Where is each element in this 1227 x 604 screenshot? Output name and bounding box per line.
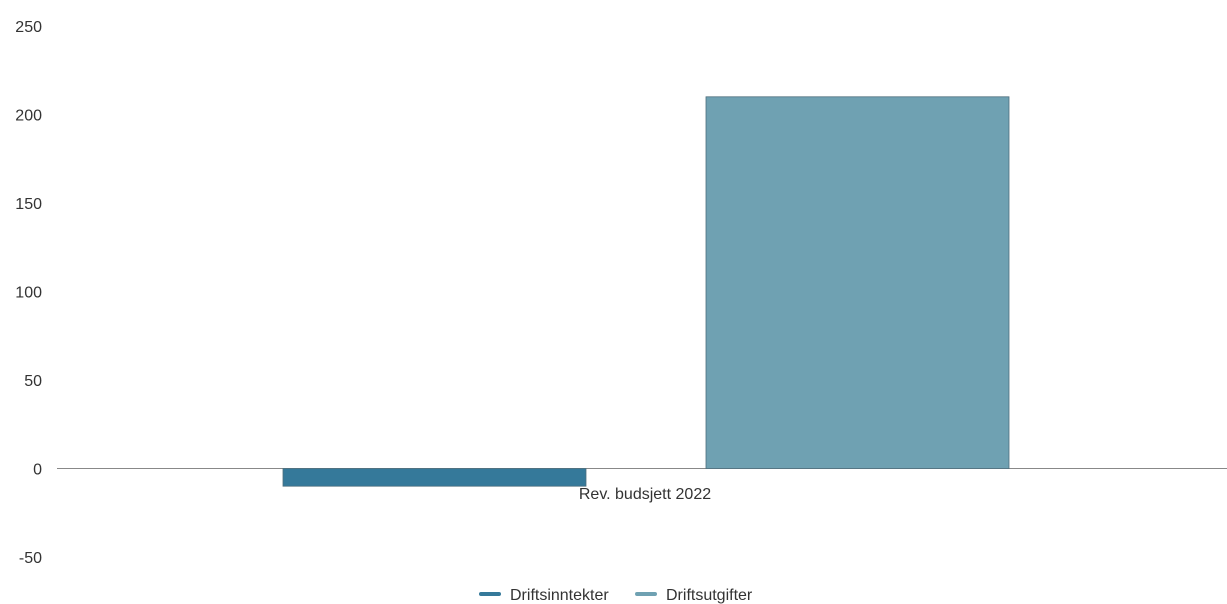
y-tick-label: 250 (15, 19, 42, 36)
y-tick-label: 150 (15, 196, 42, 213)
y-tick-label: -50 (19, 550, 42, 567)
legend-label-driftsinntekter: Driftsinntekter (510, 587, 609, 604)
y-tick-label: 100 (15, 285, 42, 302)
y-axis: 250 200 150 100 50 0 -50 (15, 19, 42, 567)
y-tick-label: 50 (24, 373, 42, 390)
category-label: Rev. budsjett 2022 (579, 486, 711, 503)
legend-item-driftsutgifter[interactable]: Driftsutgifter (635, 587, 753, 604)
y-tick-label: 200 (15, 108, 42, 125)
legend-item-driftsinntekter[interactable]: Driftsinntekter (479, 587, 609, 604)
legend-label-driftsutgifter: Driftsutgifter (666, 587, 753, 604)
legend: Driftsinntekter Driftsutgifter (479, 587, 753, 604)
bar-driftsinntekter[interactable] (282, 468, 587, 487)
y-tick-label: 0 (33, 462, 42, 479)
bar-driftsutgifter[interactable] (705, 96, 1010, 469)
bars (282, 96, 1010, 487)
